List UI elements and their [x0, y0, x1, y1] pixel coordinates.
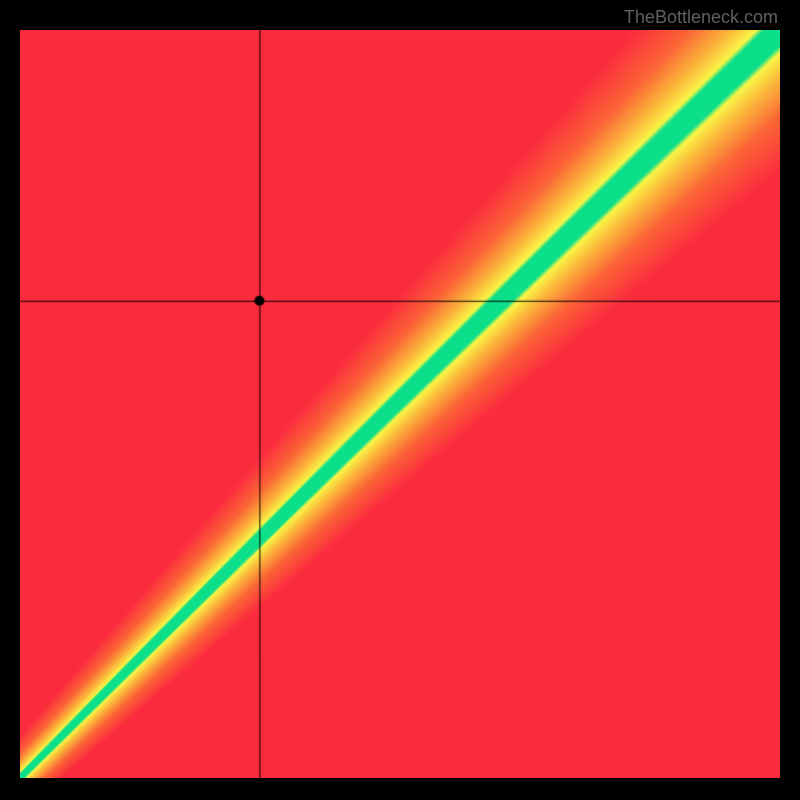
watermark-text: TheBottleneck.com: [624, 7, 778, 28]
heatmap-canvas: [20, 30, 780, 778]
heatmap-plot: [20, 30, 780, 778]
chart-container: TheBottleneck.com: [0, 0, 800, 800]
